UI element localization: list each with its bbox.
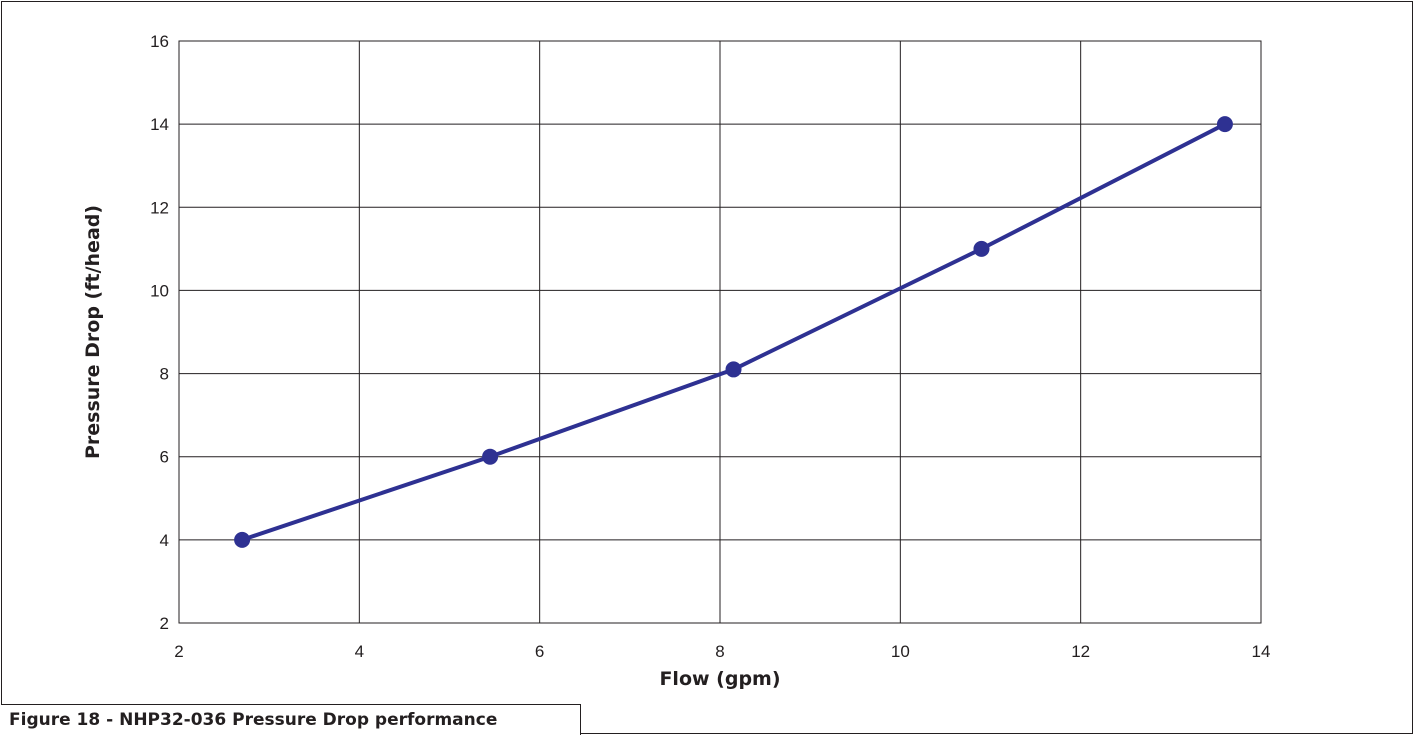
y-tick-label: 2 bbox=[160, 614, 169, 633]
data-point bbox=[1216, 116, 1233, 133]
y-axis-title: Pressure Drop (ft/head) bbox=[82, 205, 104, 459]
y-tick-label: 4 bbox=[160, 531, 169, 550]
figure-caption: Figure 18 - NHP32-036 Pressure Drop perf… bbox=[1, 704, 581, 735]
x-axis-title: Flow (gpm) bbox=[659, 668, 780, 690]
y-tick-label: 14 bbox=[150, 115, 169, 134]
y-axis-ticks: 2 4 6 8 10 12 14 16 bbox=[150, 32, 169, 633]
y-tick-label: 6 bbox=[160, 448, 169, 467]
x-tick-label: 4 bbox=[355, 642, 364, 661]
series-line bbox=[241, 122, 1226, 542]
y-tick-label: 10 bbox=[150, 281, 169, 300]
x-tick-label: 14 bbox=[1252, 642, 1271, 661]
y-tick-label: 16 bbox=[150, 32, 169, 51]
data-point bbox=[725, 361, 742, 378]
data-point bbox=[973, 240, 990, 257]
grid bbox=[178, 40, 1262, 624]
x-tick-label: 12 bbox=[1071, 642, 1090, 661]
data-point bbox=[234, 531, 251, 548]
y-tick-label: 8 bbox=[160, 365, 169, 384]
series-group bbox=[234, 116, 1233, 548]
x-tick-label: 8 bbox=[715, 642, 724, 661]
y-tick-label: 12 bbox=[150, 198, 169, 217]
x-tick-label: 10 bbox=[891, 642, 910, 661]
x-tick-label: 2 bbox=[174, 642, 183, 661]
x-tick-label: 6 bbox=[535, 642, 544, 661]
data-point bbox=[482, 448, 499, 465]
plot-border bbox=[178, 40, 1262, 624]
x-axis-ticks: 2 4 6 8 10 12 14 bbox=[174, 642, 1270, 661]
